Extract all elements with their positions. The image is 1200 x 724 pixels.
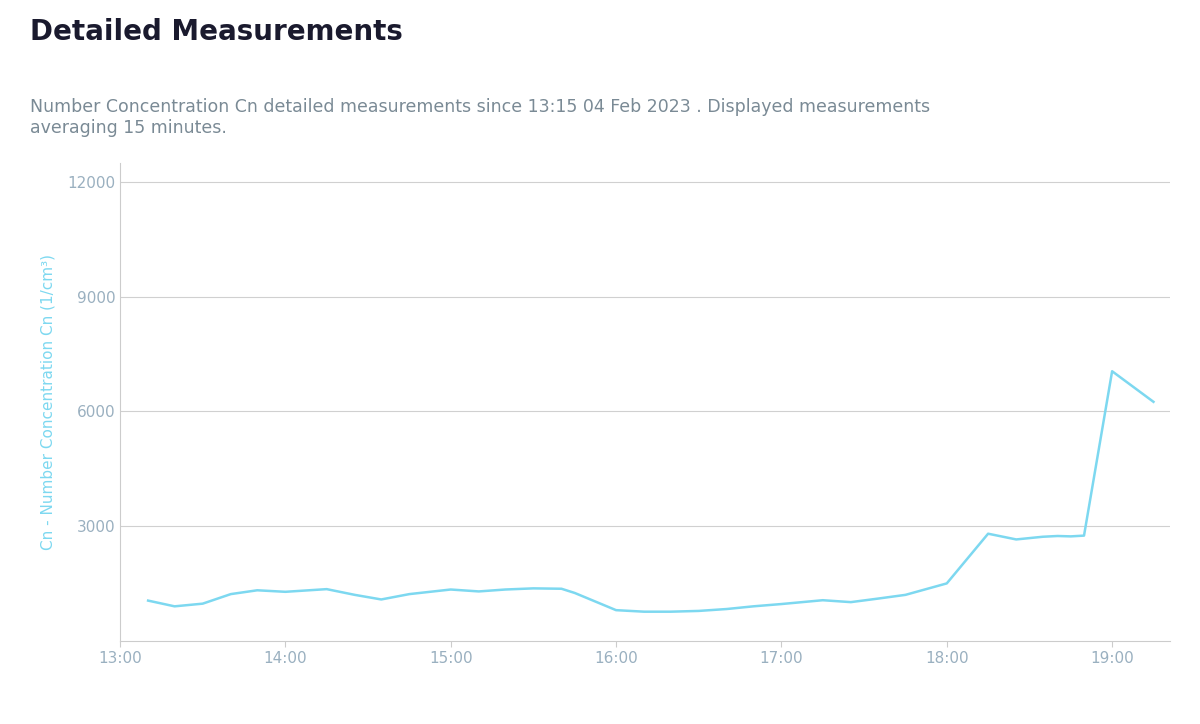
Text: Number Concentration Cn detailed measurements since 13:15 04 Feb 2023 . Displaye: Number Concentration Cn detailed measure… [30, 98, 930, 137]
Y-axis label: Cn - Number Concentration Cn (1/cm³): Cn - Number Concentration Cn (1/cm³) [41, 254, 56, 550]
Text: Detailed Measurements: Detailed Measurements [30, 18, 403, 46]
